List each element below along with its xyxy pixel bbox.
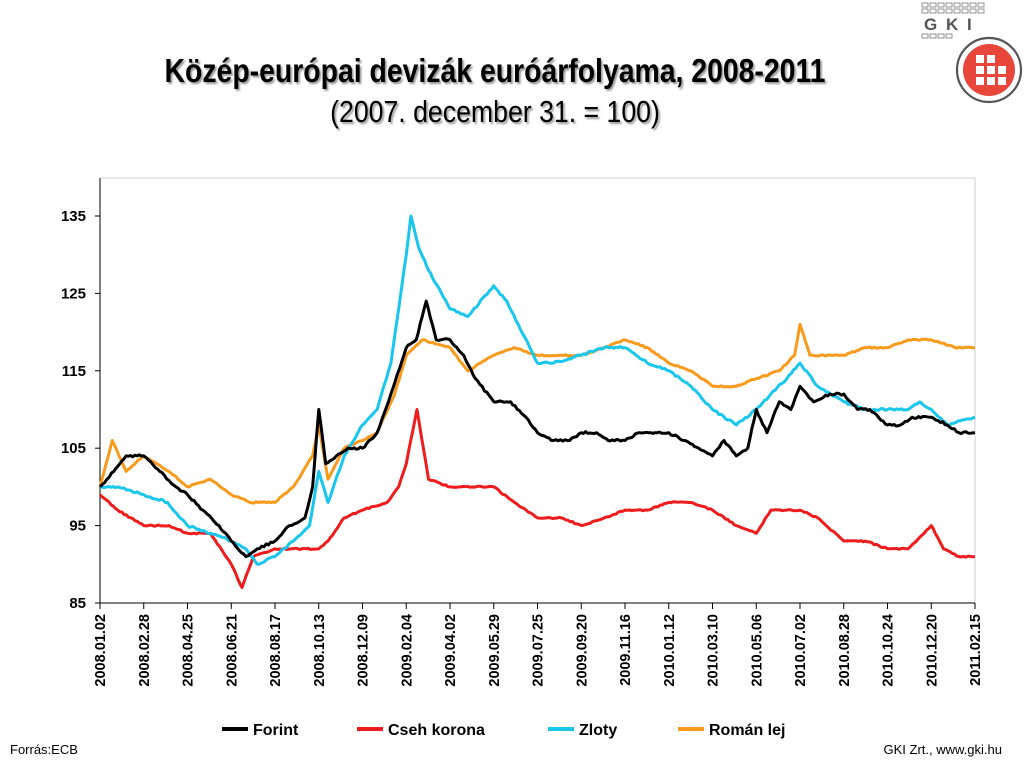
x-tick-label: 2010.03.10 [706,614,722,687]
x-tick-label: 2010.10.24 [881,614,897,687]
series-line-cseh [98,408,976,589]
y-tick-label: 85 [69,595,86,612]
y-tick-label: 95 [69,518,86,535]
x-tick-label: 2011.02.15 [968,614,984,686]
x-tick-label: 2008.06.21 [224,614,240,687]
series-line-zloty [99,214,976,566]
source-note: Forrás:ECB [10,742,78,757]
y-tick-label: 125 [61,285,86,302]
x-tick-label: 2010.01.12 [662,614,678,687]
y-tick-label: 135 [61,208,86,225]
credit-note: GKI Zrt., www.gki.hu [883,742,1002,757]
x-tick-label: 2009.07.25 [531,614,547,687]
legend-label-forint: Forint [253,722,299,739]
x-tick-label: 2008.10.13 [312,614,328,687]
x-tick-label: 2008.12.09 [356,614,372,687]
y-tick-label: 115 [62,363,86,380]
x-tick-label: 2008.02.28 [137,614,153,687]
legend-label-cseh: Cseh korona [388,722,485,739]
x-tick-label: 2008.08.17 [268,614,284,687]
x-tick-label: 2010.12.20 [924,614,940,687]
x-tick-label: 2009.05.29 [487,614,503,687]
legend-label-zloty: Zloty [579,722,617,739]
x-tick-label: 2010.07.02 [793,614,809,687]
series-line-forint [98,299,976,559]
y-tick-label: 105 [61,440,86,457]
x-tick-label: 2010.08.28 [837,614,853,687]
chart-title: Közép-európai devizák euróárfolyama, 200… [164,52,826,89]
chart-axes: 85 95 105 115 125 135 2008.01.02 2008.02.28 2008… [61,177,984,687]
x-tick-label: 2009.09.20 [574,614,590,687]
chart-series-lines [98,214,976,589]
gki-logo: G K I [921,2,1023,104]
legend-label-roman: Román lej [709,722,785,739]
chart-legend: Forint Cseh korona Zloty Román lej [222,722,785,739]
x-tick-label: 2008.04.25 [181,614,197,687]
x-tick-label: 2009.02.04 [399,614,415,687]
x-tick-label: 2009.04.02 [443,614,459,687]
gki-logo-text: G K I [924,15,974,34]
chart-subtitle: (2007. december 31. = 100) [330,94,660,129]
x-tick-label: 2009.11.16 [618,614,634,686]
x-tick-label: 2008.01.02 [93,614,109,687]
x-tick-label: 2010.05.06 [749,614,765,687]
series-line-roman [98,322,976,505]
